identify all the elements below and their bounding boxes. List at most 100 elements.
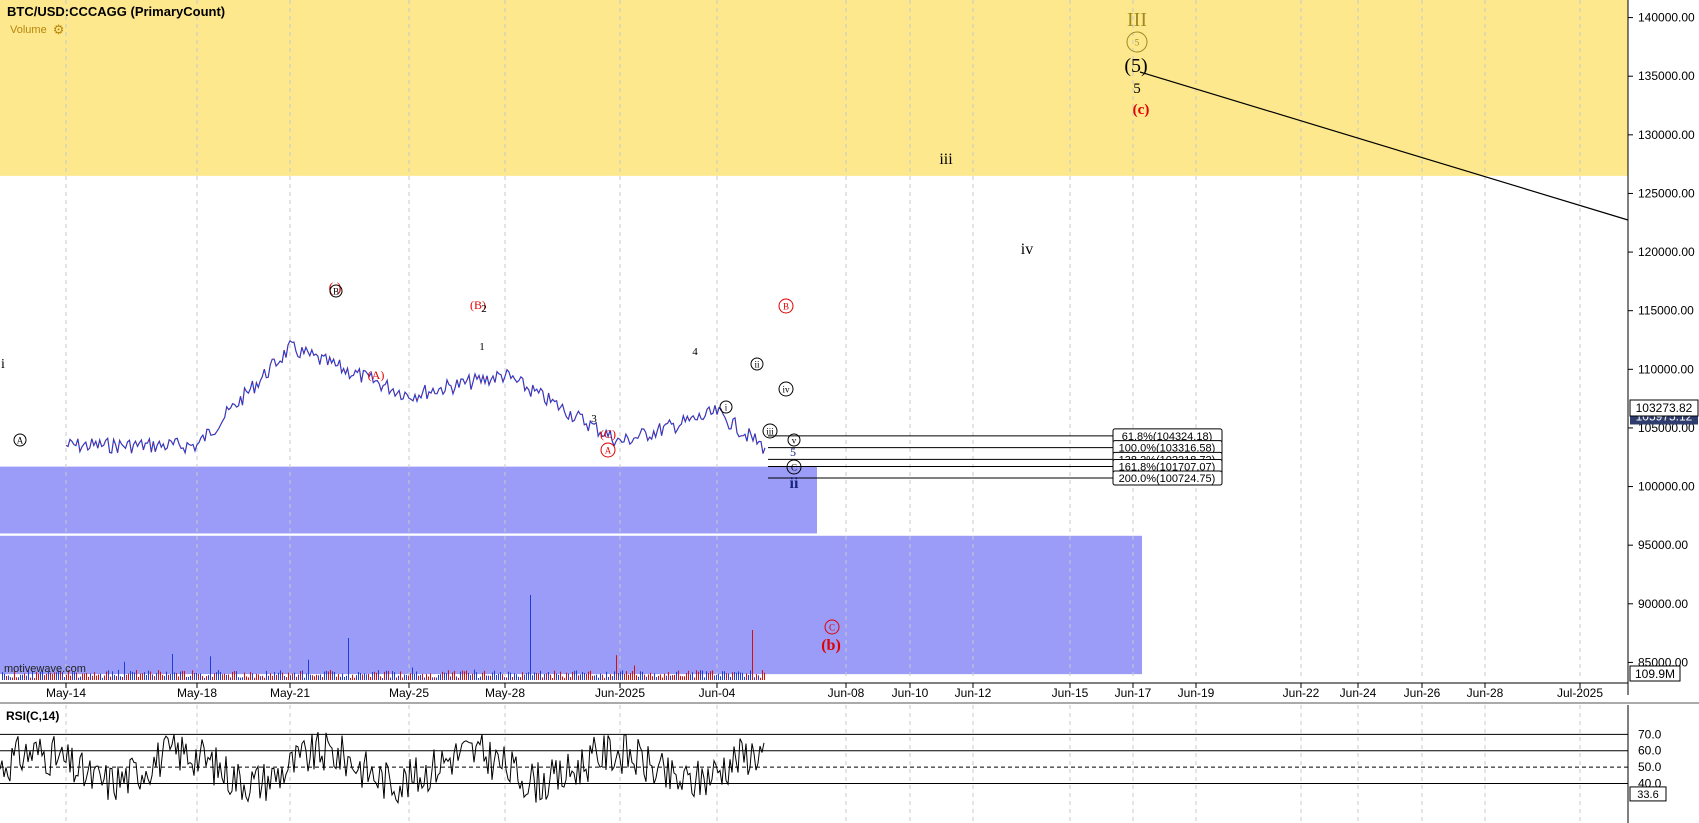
volume-bar: [716, 675, 717, 680]
volume-bar: [62, 672, 63, 680]
volume-bar: [106, 671, 107, 680]
volume-bar: [480, 676, 481, 680]
volume-bar: [268, 675, 269, 680]
volume-bar: [752, 630, 753, 680]
volume-bar: [472, 673, 473, 680]
volume-bar: [290, 675, 291, 680]
volume-bar: [690, 674, 691, 680]
volume-bar: [526, 673, 527, 680]
volume-bar: [620, 671, 621, 680]
volume-bar: [242, 677, 243, 680]
price-tick-label: 110000.00: [1638, 362, 1694, 376]
volume-bar: [332, 671, 333, 680]
volume-bar: [14, 671, 15, 680]
volume-bar: [8, 675, 9, 680]
price-axis[interactable]: 140000.00 135000.00 130000.00 125000.00 1200…: [1627, 0, 1699, 695]
price-tick-label: 90000.00: [1638, 597, 1688, 611]
wave-iv-circled-ring: [778, 381, 794, 397]
gear-icon[interactable]: ⚙: [52, 22, 65, 37]
volume-bar: [382, 677, 383, 680]
volume-bar: [46, 673, 47, 680]
volume-bar: [640, 671, 641, 680]
wave-C-circled-red: C: [829, 623, 835, 633]
volume-bar: [86, 673, 87, 680]
time-tick-label: Jul-2025: [1557, 686, 1603, 700]
volume-bar: [426, 674, 427, 680]
volume-bar: [152, 674, 153, 680]
fib-label: 161.8%(101707.07): [1119, 462, 1216, 474]
volume-bar: [162, 674, 163, 680]
volume-bar: [560, 671, 561, 680]
volume-bar: [212, 676, 213, 680]
volume-bar: [726, 673, 727, 680]
volume-bar: [206, 676, 207, 680]
volume-bar: [712, 670, 713, 680]
time-axis[interactable]: May-14 May-18 May-21 May-25 May-28 Jun-2025 Ju…: [0, 682, 1699, 704]
volume-bar: [188, 676, 189, 680]
volume-bar: [214, 673, 215, 680]
volume-bar: [742, 672, 743, 680]
wave-C-circled-ring: [786, 459, 802, 475]
volume-bar: [686, 672, 687, 680]
volume-bar: [664, 673, 665, 680]
volume-bar: [230, 677, 231, 680]
rsi-panel[interactable]: 70.060.050.040.033.6: [0, 705, 1667, 823]
second-price-tag: 103273.82: [1636, 401, 1693, 415]
volume-bar: [490, 675, 491, 680]
volume-bar: [494, 670, 495, 680]
wave-C-paren: (C): [600, 427, 616, 441]
volume-bar: [6, 675, 7, 680]
price-tick-label: 135000.00: [1638, 69, 1695, 83]
volume-bar: [452, 672, 453, 680]
volume-bar: [232, 671, 233, 680]
volume-indicator[interactable]: Volume ⚙: [10, 22, 64, 38]
volume-bar: [746, 673, 747, 680]
wave-B-paren: (B): [470, 298, 486, 312]
volume-bar: [208, 675, 209, 680]
volume-bar: [500, 671, 501, 680]
volume-bar: [370, 677, 371, 680]
time-tick-label: Jun-24: [1340, 686, 1377, 700]
volume-bar: [522, 672, 523, 680]
volume-bar: [360, 672, 361, 680]
volume-bar: [20, 674, 21, 680]
volume-bar: [110, 676, 111, 680]
wave-i-circled: i: [725, 403, 728, 413]
volume-bar: [114, 674, 115, 680]
time-tick-label: Jun-04: [699, 686, 736, 700]
volume-bar: [196, 672, 197, 680]
volume-bar: [128, 673, 129, 680]
wave-1: 1: [479, 341, 485, 353]
volume-bar: [158, 670, 159, 680]
volume-bar: [656, 677, 657, 680]
volume-bar: [236, 671, 237, 680]
volume-bar: [172, 653, 173, 680]
volume-bar: [12, 677, 13, 680]
wave-A-circled-red-ring: [600, 442, 616, 458]
volume-bar: [680, 675, 681, 680]
volume-bar: [668, 672, 669, 680]
price-tick-label: 100000.00: [1638, 480, 1695, 494]
wave-C-circled-red-ring: [824, 619, 840, 635]
volume-tag-bg: [1629, 665, 1681, 682]
volume-bar: [48, 671, 49, 680]
volume-bar: [310, 674, 311, 680]
volume-bar: [502, 674, 503, 680]
volume-bar: [368, 674, 369, 680]
volume-label: Volume: [10, 24, 47, 36]
volume-bar: [754, 677, 755, 680]
volume-bar: [64, 676, 65, 680]
volume-bar: [736, 672, 737, 680]
second-price-tag-bg: [1629, 399, 1699, 417]
volume-bar: [44, 675, 45, 680]
volume-bar: [516, 674, 517, 680]
time-tick-label: May-18: [177, 686, 217, 700]
volume-bar: [586, 673, 587, 680]
volume-bar: [192, 670, 193, 680]
volume-bar: [508, 671, 509, 680]
volume-bar: [336, 676, 337, 680]
volume-bar: [748, 674, 749, 680]
volume-bar: [612, 676, 613, 680]
volume-bar: [552, 677, 553, 680]
